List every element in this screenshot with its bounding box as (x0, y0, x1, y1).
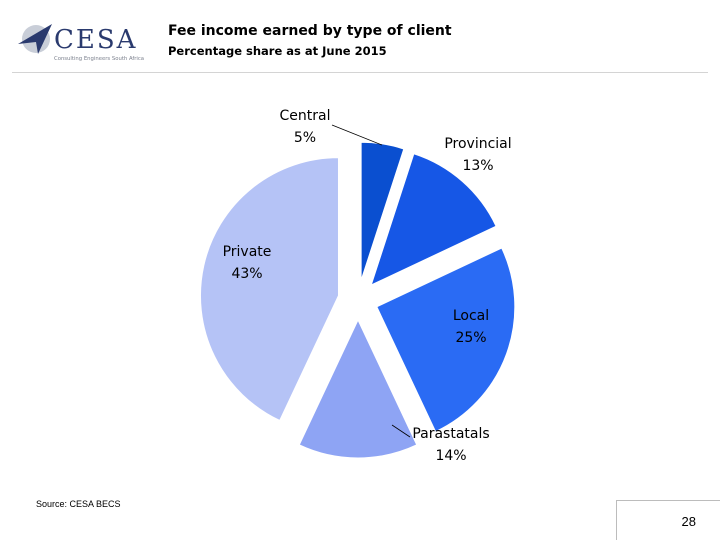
pie-slice-parastatals (298, 318, 418, 459)
data-label-private: Private 43% (223, 244, 272, 282)
data-label-provincial: Provincial 13% (444, 136, 511, 174)
pie-slice-local (376, 247, 516, 433)
page-number-frame (616, 500, 720, 540)
source-note: Source: CESA BECS (36, 499, 121, 509)
logo-tagline: Consulting Engineers South Africa (54, 56, 144, 62)
leader-line-central (331, 124, 383, 146)
data-label-local: Local 25% (453, 308, 489, 346)
page-number: 28 (681, 514, 696, 529)
chart-title: Fee income earned by type of client (168, 23, 452, 39)
leader-line-parastatals (391, 424, 411, 438)
header-divider (12, 72, 708, 73)
logo-wordmark: CESA (54, 25, 137, 55)
cesa-logo: CESA Consulting Engineers South Africa (18, 24, 144, 62)
logo-arrow-icon (18, 24, 52, 54)
chart-subtitle: Percentage share as at June 2015 (168, 44, 387, 58)
data-label-central: Central 5% (280, 108, 331, 146)
pie-slice-private (200, 157, 339, 422)
pie-slice-provincial (370, 153, 497, 286)
pie-slice-central (360, 141, 405, 281)
data-label-parastatals: Parastatals 14% (412, 426, 489, 464)
